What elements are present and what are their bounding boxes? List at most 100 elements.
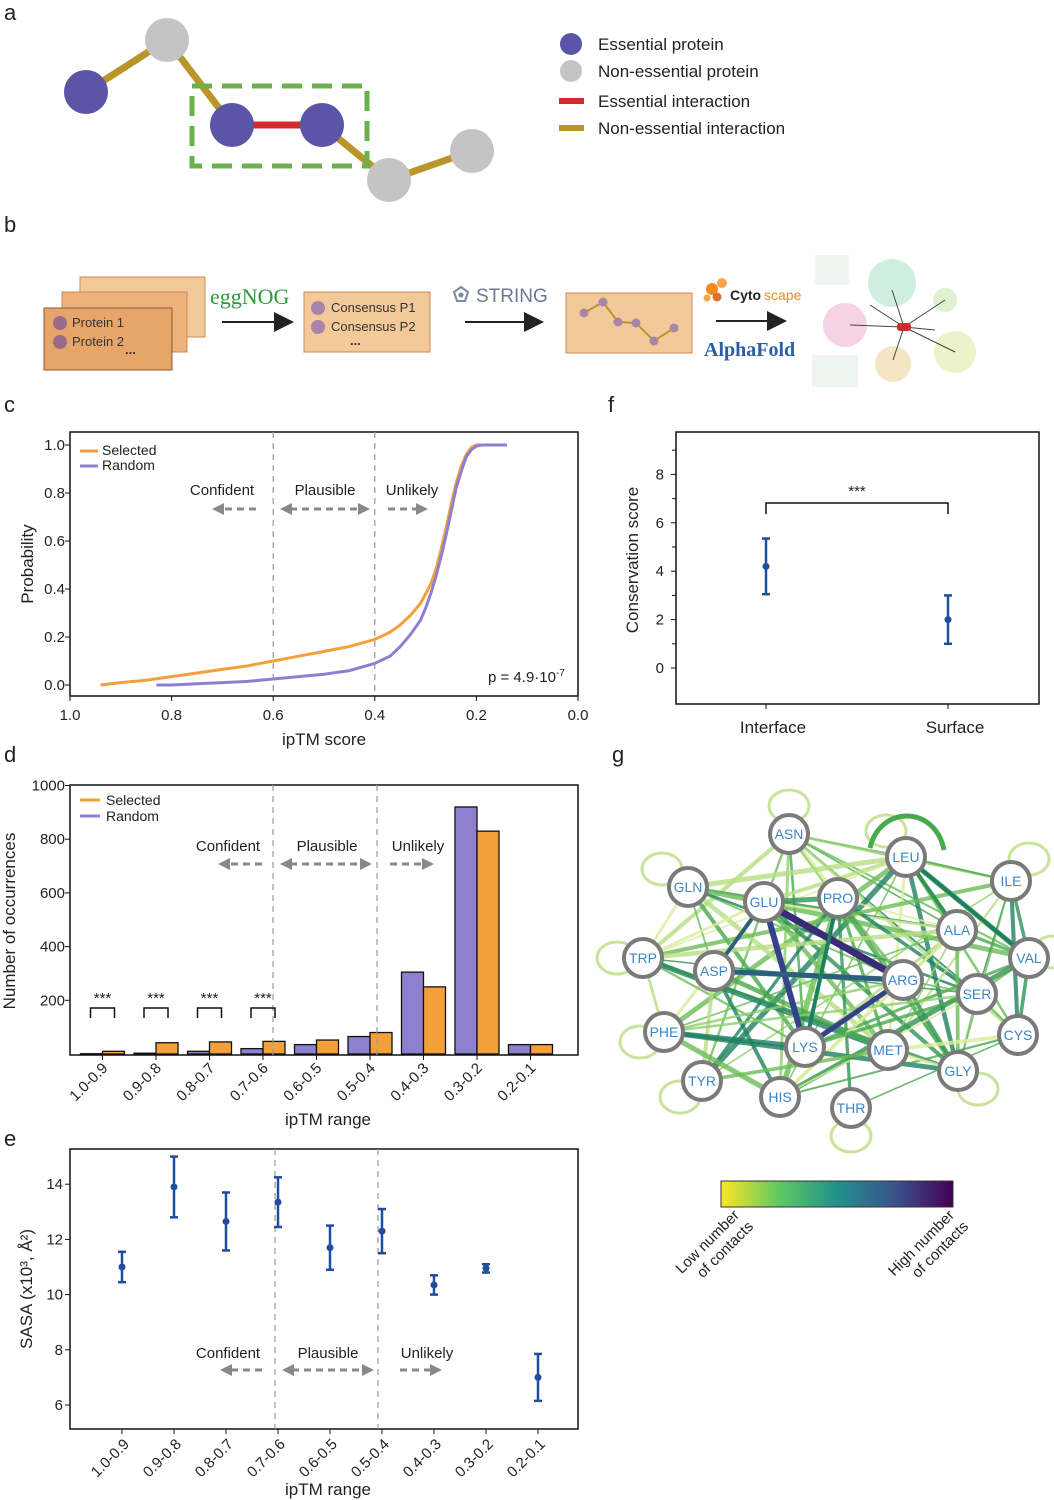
bar-selected — [262, 1040, 286, 1055]
chart-e-frame — [69, 1148, 579, 1430]
series-line-random — [156, 443, 507, 687]
essential-protein-node — [210, 103, 254, 147]
region-unlikely: Unlikely — [392, 838, 445, 855]
contact-edge — [701, 1048, 889, 1083]
chart-c: 1.0 0.8 0.6 0.4 0.2 0.0 0.0 0.2 0.4 0.6 0.8 1.0 ipT… — [18, 431, 588, 749]
panel-a-legend: Essential protein Non-essential protein … — [559, 33, 785, 138]
residue-label: THR — [837, 1100, 866, 1116]
significance-bracket — [196, 1007, 223, 1018]
colorbar-low-label: Low number of contacts — [672, 1207, 757, 1282]
panel-label-e: e — [4, 1126, 16, 1151]
protein-more-dots: ... — [125, 342, 136, 357]
protein-1-label: Protein 1 — [72, 315, 124, 330]
residue-label: HIS — [768, 1089, 791, 1105]
y-tick-label: 0.8 — [44, 485, 65, 502]
significance-bracket — [143, 1007, 169, 1018]
significance-stars: *** — [201, 990, 219, 1007]
residue-node — [693, 950, 735, 992]
nonessential-protein-node — [145, 18, 189, 62]
chart-e-vlines — [274, 1149, 379, 1429]
bar-selected — [529, 1043, 554, 1055]
y-tick-label: 14 — [46, 1176, 63, 1193]
contact-edge — [642, 900, 765, 960]
y-tick-label: 1.0 — [44, 437, 65, 454]
y-tick-label: 600 — [40, 885, 65, 902]
protein-2-label: Protein 2 — [72, 334, 124, 349]
bar-random — [293, 1043, 318, 1055]
residue-node — [867, 1029, 909, 1071]
contact-edge — [642, 956, 806, 1049]
region-plausible: Plausible — [295, 482, 356, 499]
contact-edge-strong — [803, 897, 840, 1048]
essential-protein-node — [300, 103, 344, 147]
bar-random — [186, 1050, 211, 1055]
residue-node — [667, 866, 709, 908]
residue-node — [885, 836, 927, 878]
x-tick-label: 0.4-0.3 — [387, 1060, 432, 1105]
x-tick-label: 0.4 — [364, 707, 385, 724]
essential-protein-node — [64, 70, 108, 114]
residue-label: GLY — [945, 1063, 973, 1079]
contact-edge — [687, 886, 904, 981]
x-tick-label: 0.6-0.5 — [296, 1436, 341, 1481]
protein-dot — [53, 335, 67, 349]
bar-random — [400, 971, 425, 1055]
chart-d-vlines — [272, 785, 378, 1055]
cytoscape-logo-b: scape — [764, 287, 802, 303]
residue-label: ARG — [888, 972, 918, 988]
residue-label: SER — [963, 986, 992, 1002]
region-plausible: Plausible — [298, 1345, 359, 1362]
cytoscape-logo-a: Cyto — [730, 287, 761, 303]
chart-f-points — [762, 537, 952, 646]
residue-node — [990, 860, 1032, 902]
residue-node — [768, 813, 810, 855]
y-tick-label: 800 — [40, 831, 65, 848]
data-point — [170, 1183, 178, 1191]
region-confident: Confident — [190, 482, 255, 499]
x-tick-label: 1.0 — [60, 707, 81, 724]
residue-node — [759, 1076, 801, 1118]
residue-label: TYR — [688, 1073, 716, 1089]
residue-label: LEU — [892, 849, 919, 865]
chart-d-xlabel: ipTM range — [285, 1110, 371, 1129]
residue-label: TRP — [629, 950, 657, 966]
protein-dot — [53, 316, 67, 330]
chart-f-ticks: Interface Surface 0 2 4 6 8 — [656, 449, 984, 737]
residue-label: ASN — [775, 826, 804, 842]
contact-edge — [887, 880, 1012, 1051]
region-confident: Confident — [196, 1345, 261, 1362]
y-tick-label: 1000 — [32, 778, 65, 795]
residue-label: LYS — [792, 1039, 817, 1055]
chart-c-xlabel: ipTM score — [282, 730, 366, 749]
data-point — [378, 1227, 386, 1235]
chart-e-xlabel: ipTM range — [285, 1480, 371, 1499]
residue-label: PHE — [650, 1024, 679, 1040]
x-tick-label: 0.8-0.7 — [173, 1060, 218, 1105]
significance-stars: *** — [147, 990, 165, 1007]
bar-selected — [422, 986, 447, 1055]
y-tick-label: 0.4 — [44, 581, 65, 598]
legend-selected: Selected — [106, 792, 160, 808]
x-tick-label: 0.7-0.6 — [227, 1060, 272, 1105]
chart-d-ylabel: Number of occurrences — [0, 833, 19, 1010]
y-tick-label: 12 — [46, 1231, 63, 1248]
residue-node — [643, 1011, 685, 1053]
mini-network-nodes — [579, 297, 679, 346]
contact-edge — [663, 992, 978, 1034]
colorbar-high-label: High number of contacts — [885, 1207, 972, 1282]
panel-b-workflow: Protein 1 Protein 2 ... eggNOG Consensus… — [43, 255, 976, 387]
bar-selected — [208, 1041, 233, 1055]
legend-nonessential-interaction: Non-essential interaction — [598, 119, 785, 138]
x-tick-label: 0.2-0.1 — [494, 1060, 539, 1105]
x-tick-label: 0.6-0.5 — [280, 1060, 325, 1105]
contact-network: ASN LEU GLN GLU PRO ILE ALA TRP ASP VAL ARG SER PHE C… — [595, 788, 1054, 1154]
chart-c-vlines — [272, 432, 376, 696]
panel-a-network — [64, 18, 494, 202]
panel-label-f: f — [608, 392, 615, 417]
chart-d-frame — [69, 784, 579, 1056]
residue-node — [1008, 937, 1050, 979]
consensus-p1-label: Consensus P1 — [331, 300, 416, 315]
data-point — [430, 1281, 438, 1289]
contact-edge-strong — [713, 968, 904, 983]
